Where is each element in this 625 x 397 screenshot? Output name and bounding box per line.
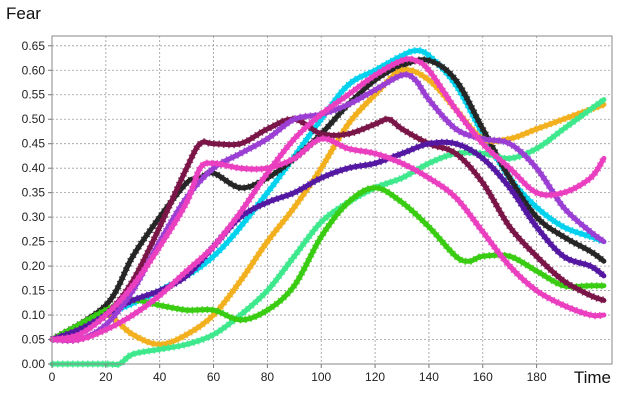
series-markers — [50, 66, 606, 348]
plot-border — [51, 35, 613, 365]
y-tick-label: 0.20 — [22, 259, 46, 273]
y-tick-label: 0.45 — [22, 137, 46, 151]
y-tick-label: 0.60 — [22, 63, 46, 77]
series-markers — [50, 184, 604, 343]
y-tick-label: 0.50 — [22, 112, 46, 126]
y-tick-label: 0.00 — [22, 357, 46, 371]
x-tick-label: 100 — [311, 370, 331, 384]
y-tick-label: 0.25 — [22, 235, 46, 249]
y-tick-label: 0.65 — [22, 39, 46, 53]
x-tick-label: 20 — [99, 370, 113, 384]
series-line — [49, 116, 607, 342]
x-tick-label: 180 — [527, 370, 547, 384]
y-tick-label: 0.40 — [22, 161, 46, 175]
series-markers — [50, 56, 607, 343]
x-tick-labels: 0 20 40 60 80 100 120 140 160 180 — [49, 370, 547, 384]
x-tick-label: 60 — [207, 370, 221, 384]
x-tick-label: 140 — [419, 370, 439, 384]
y-tick-labels: 0.00 0.05 0.10 0.15 0.20 0.25 0.30 0.35 0.40 0.45… — [22, 39, 46, 371]
y-tick-label: 0.30 — [22, 210, 46, 224]
y-tick-label: 0.55 — [22, 88, 46, 102]
series-markers — [50, 47, 606, 343]
y-tick-label: 0.10 — [22, 308, 46, 322]
x-tick-label: 160 — [473, 370, 493, 384]
plot-frame — [48, 35, 613, 368]
y-axis-label: Fear — [6, 4, 41, 23]
y-tick-label: 0.15 — [22, 284, 46, 298]
x-axis-label: Time — [573, 368, 611, 387]
series-lines — [49, 47, 607, 369]
y-tick-label: 0.35 — [22, 186, 46, 200]
series-markers — [51, 55, 607, 344]
x-tick-label: 40 — [153, 370, 167, 384]
x-tick-label: 80 — [261, 370, 275, 384]
x-tick-label: 0 — [49, 370, 56, 384]
series-line — [49, 139, 607, 342]
x-tick-label: 120 — [365, 370, 385, 384]
y-tick-label: 0.05 — [22, 333, 46, 347]
series-markers — [51, 135, 605, 343]
